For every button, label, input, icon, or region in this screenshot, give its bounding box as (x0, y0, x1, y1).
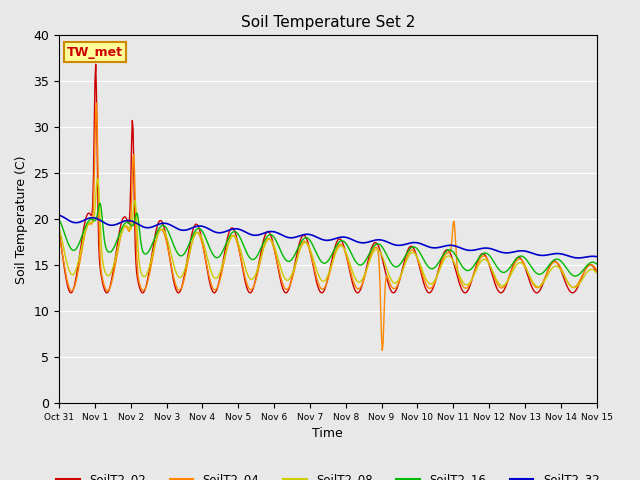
Text: TW_met: TW_met (67, 46, 124, 59)
SoilT2_04 (378, 348, 386, 353)
SoilT2_04 (93, 100, 100, 106)
Line: SoilT2_04: SoilT2_04 (59, 103, 596, 350)
SoilT2_04 (197, 236, 205, 242)
SoilT2_02 (593, 269, 600, 275)
SoilT2_16 (97, 201, 104, 206)
SoilT2_32 (575, 255, 582, 261)
SoilT2_04 (426, 286, 434, 291)
Line: SoilT2_02: SoilT2_02 (59, 64, 596, 293)
Line: SoilT2_32: SoilT2_32 (59, 216, 596, 258)
SoilT2_04 (545, 266, 552, 272)
SoilT2_02 (92, 61, 100, 67)
Line: SoilT2_08: SoilT2_08 (59, 179, 596, 288)
SoilT2_32 (196, 223, 204, 229)
SoilT2_04 (372, 244, 380, 250)
SoilT2_16 (197, 227, 205, 232)
Y-axis label: Soil Temperature (C): Soil Temperature (C) (15, 155, 28, 284)
SoilT2_16 (593, 261, 600, 267)
Title: Soil Temperature Set 2: Soil Temperature Set 2 (241, 15, 415, 30)
SoilT2_02 (197, 232, 205, 238)
SoilT2_32 (372, 237, 380, 243)
SoilT2_02 (372, 240, 380, 246)
SoilT2_16 (571, 273, 579, 279)
SoilT2_08 (93, 176, 101, 181)
SoilT2_04 (55, 233, 63, 239)
SoilT2_08 (426, 281, 433, 287)
SoilT2_32 (543, 252, 551, 258)
SoilT2_04 (174, 287, 182, 292)
SoilT2_08 (197, 233, 205, 239)
SoilT2_16 (320, 260, 328, 266)
SoilT2_16 (426, 265, 433, 271)
SoilT2_16 (55, 217, 63, 223)
X-axis label: Time: Time (312, 428, 343, 441)
SoilT2_16 (174, 251, 182, 256)
SoilT2_02 (426, 290, 433, 296)
Legend: SoilT2_02, SoilT2_04, SoilT2_08, SoilT2_16, SoilT2_32: SoilT2_02, SoilT2_04, SoilT2_08, SoilT2_… (51, 468, 604, 480)
SoilT2_08 (593, 270, 600, 276)
SoilT2_08 (372, 246, 380, 252)
SoilT2_02 (320, 288, 328, 293)
SoilT2_08 (570, 285, 578, 290)
SoilT2_04 (593, 267, 600, 273)
SoilT2_32 (173, 226, 181, 231)
SoilT2_08 (320, 278, 328, 284)
SoilT2_32 (319, 237, 327, 243)
SoilT2_32 (593, 254, 600, 260)
SoilT2_02 (569, 290, 577, 296)
SoilT2_08 (544, 272, 552, 277)
SoilT2_04 (320, 285, 328, 291)
SoilT2_32 (425, 244, 433, 250)
SoilT2_02 (174, 290, 182, 296)
Line: SoilT2_16: SoilT2_16 (59, 204, 596, 276)
SoilT2_02 (544, 267, 552, 273)
SoilT2_16 (372, 241, 380, 247)
SoilT2_08 (55, 225, 63, 231)
SoilT2_32 (55, 213, 63, 218)
SoilT2_16 (544, 264, 552, 270)
SoilT2_08 (174, 273, 182, 279)
SoilT2_02 (55, 228, 63, 234)
